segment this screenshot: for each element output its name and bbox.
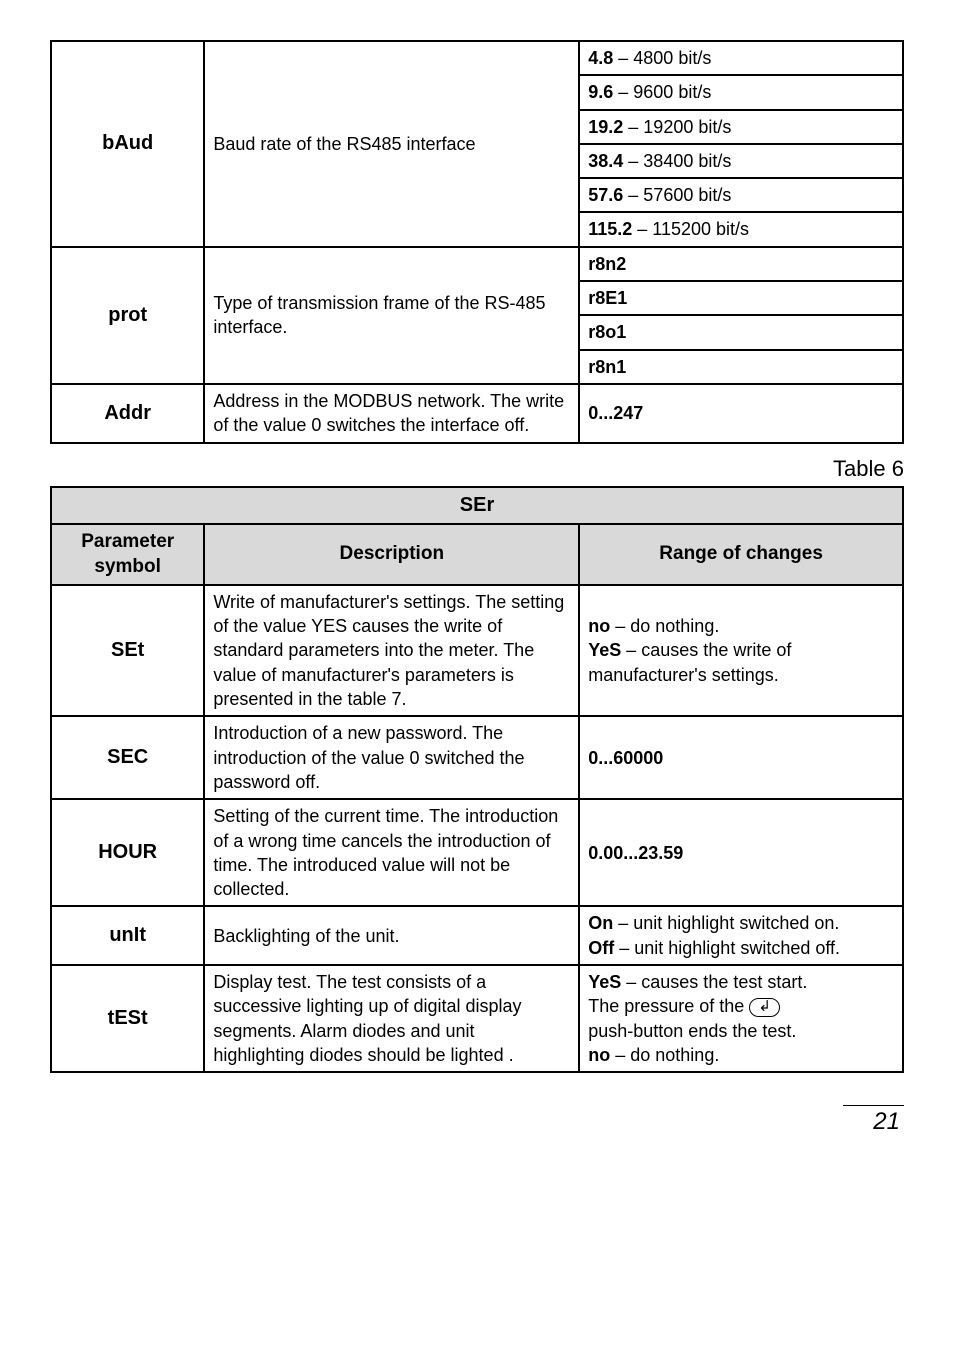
param-cell: SEt — [51, 585, 204, 716]
range-cell: r8E1 — [579, 281, 903, 315]
param-cell: unIt — [51, 906, 204, 965]
range-cell: 57.6 – 57600 bit/s — [579, 178, 903, 212]
range-cell: 0...60000 — [579, 716, 903, 799]
range-cell: 9.6 – 9600 bit/s — [579, 75, 903, 109]
modbus-table: bAudBaud rate of the RS485 interface4.8 … — [50, 40, 904, 444]
range-cell: 19.2 – 19200 bit/s — [579, 110, 903, 144]
range-cell: YeS – causes the test start.The pressure… — [579, 965, 903, 1072]
param-cell: prot — [51, 247, 204, 384]
range-cell: 4.8 – 4800 bit/s — [579, 41, 903, 75]
range-cell: 0...247 — [579, 384, 903, 443]
param-cell: tESt — [51, 965, 204, 1072]
ser-title: SEr — [51, 487, 903, 524]
range-cell: r8n2 — [579, 247, 903, 281]
range-cell: 115.2 – 115200 bit/s — [579, 212, 903, 246]
desc-cell: Backlighting of the unit. — [204, 906, 579, 965]
desc-cell: Introduction of a new password. The intr… — [204, 716, 579, 799]
range-cell: r8o1 — [579, 315, 903, 349]
desc-cell: Display test. The test consists of a suc… — [204, 965, 579, 1072]
table-6-caption: Table 6 — [50, 456, 904, 482]
ser-table: SErParameter symbolDescriptionRange of c… — [50, 486, 904, 1074]
range-cell: r8n1 — [579, 350, 903, 384]
desc-cell: Type of transmission frame of the RS-485… — [204, 247, 579, 384]
range-header: Range of changes — [579, 524, 903, 585]
param-header: Parameter symbol — [51, 524, 204, 585]
range-cell: no – do nothing.YeS – causes the write o… — [579, 585, 903, 716]
desc-cell: Write of manufacturer's settings. The se… — [204, 585, 579, 716]
range-cell: 0.00...23.59 — [579, 799, 903, 906]
param-cell: SEC — [51, 716, 204, 799]
desc-cell: Setting of the current time. The introdu… — [204, 799, 579, 906]
page-number: 21 — [843, 1105, 904, 1136]
range-cell: 38.4 – 38400 bit/s — [579, 144, 903, 178]
desc-header: Description — [204, 524, 579, 585]
desc-cell: Address in the MODBUS network. The write… — [204, 384, 579, 443]
desc-cell: Baud rate of the RS485 interface — [204, 41, 579, 247]
param-cell: bAud — [51, 41, 204, 247]
param-cell: Addr — [51, 384, 204, 443]
param-cell: HOUR — [51, 799, 204, 906]
range-cell: On – unit highlight switched on.Off – un… — [579, 906, 903, 965]
